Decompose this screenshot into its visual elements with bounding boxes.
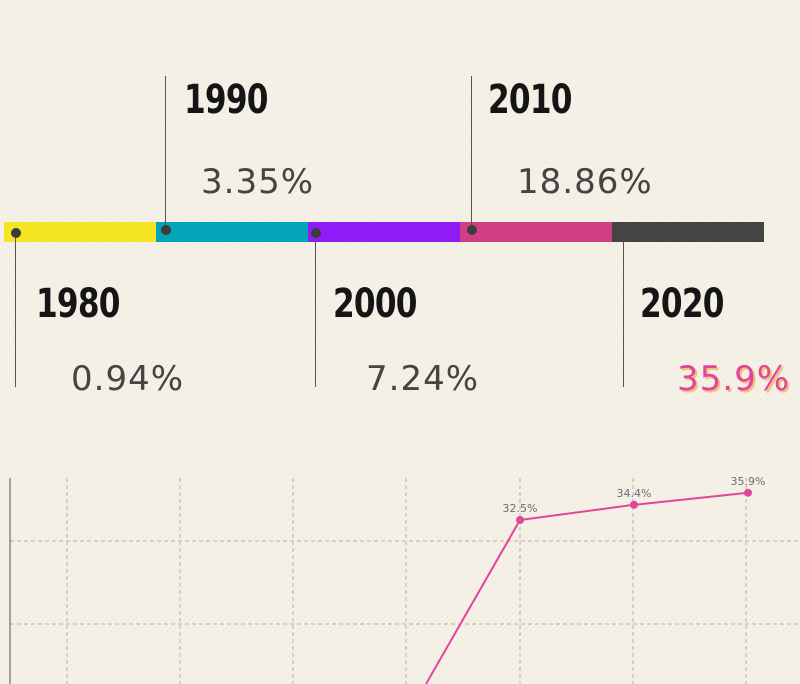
timeline-segment-2020 bbox=[612, 222, 764, 242]
marker-1980 bbox=[11, 228, 21, 238]
value-label-2010: 18.86% bbox=[517, 162, 653, 202]
marker-2000 bbox=[311, 228, 321, 238]
data-point-2020 bbox=[744, 488, 752, 497]
timeline-segment-1990 bbox=[156, 222, 308, 242]
page-title-cut bbox=[200, 0, 600, 4]
year-label-2000: 2000 bbox=[333, 281, 417, 327]
connector-1980 bbox=[15, 232, 16, 387]
connector-2000 bbox=[315, 232, 316, 387]
data-point-2010 bbox=[630, 500, 638, 509]
data-label-2000: 32.5% bbox=[503, 502, 538, 515]
marker-2010 bbox=[467, 225, 477, 235]
year-label-1980: 1980 bbox=[36, 281, 120, 327]
value-label-2000: 7.24% bbox=[366, 359, 480, 399]
year-label-2010: 2010 bbox=[488, 77, 572, 123]
connector-2010 bbox=[471, 76, 472, 230]
connector-2020 bbox=[623, 242, 624, 387]
timeline-segment-1980 bbox=[4, 222, 156, 242]
year-label-1990: 1990 bbox=[184, 77, 268, 123]
marker-1990 bbox=[161, 225, 171, 235]
timeline-segment-2010 bbox=[460, 222, 612, 242]
data-label-2020: 35.9% bbox=[731, 475, 766, 488]
series-line-incoming bbox=[425, 519, 521, 684]
value-label-1980: 0.94% bbox=[71, 359, 185, 399]
data-label-2010: 34.4% bbox=[617, 487, 652, 500]
line-chart: 32.5% 34.4% 35.9% bbox=[9, 475, 800, 684]
year-label-2020: 2020 bbox=[640, 281, 724, 327]
value-label-2020: 35.9% bbox=[677, 359, 791, 399]
timeline-segment-2000 bbox=[308, 222, 460, 242]
connector-1990 bbox=[165, 76, 166, 230]
value-label-1990: 3.35% bbox=[201, 162, 315, 202]
data-point-2000 bbox=[516, 516, 524, 524]
